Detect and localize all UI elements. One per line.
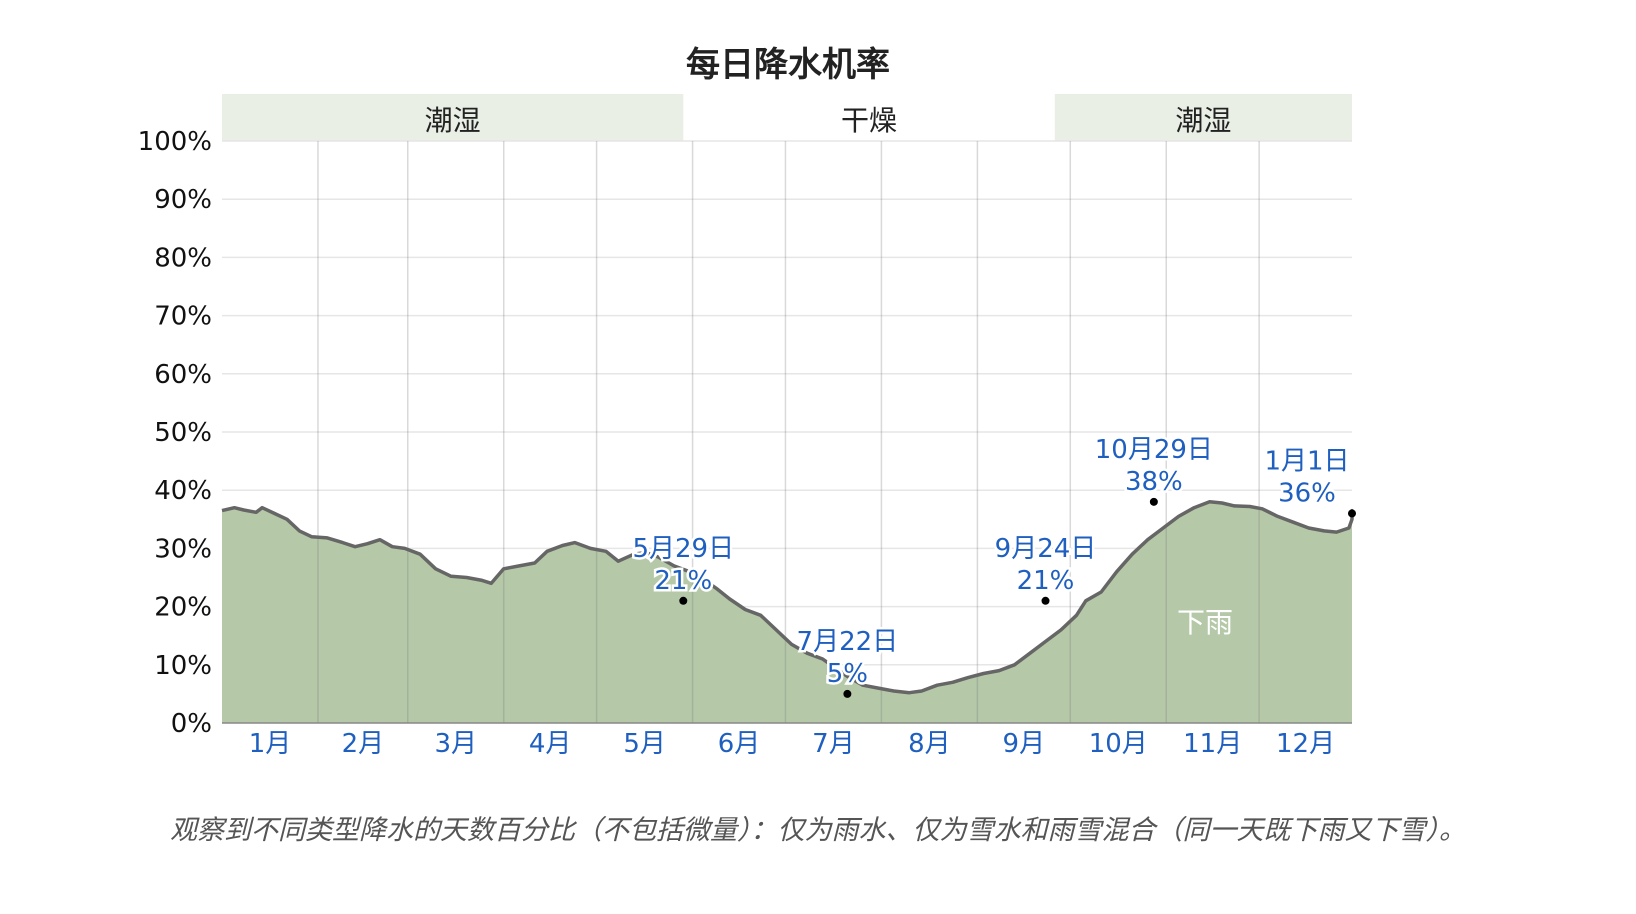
season-label-0: 潮湿: [425, 104, 481, 137]
x-tick-label: 8月: [908, 729, 951, 759]
rain-area: [222, 501, 1352, 723]
season-band-2: [1054, 94, 1352, 141]
season-label-1: 干燥: [841, 104, 897, 137]
chart-title: 每日降水机率: [686, 45, 890, 85]
annotation-dot: [1041, 596, 1050, 605]
y-tick-label: 30%: [154, 534, 212, 564]
y-tick-label: 20%: [154, 593, 212, 623]
annotation-date: 7月22日: [797, 627, 899, 657]
annotation-date: 5月29日: [632, 534, 734, 564]
x-tick-label: 1月: [249, 729, 292, 759]
annotation-value: 38%: [1125, 467, 1183, 497]
y-tick-label: 0%: [171, 709, 212, 739]
annotation-date: 9月24日: [995, 534, 1097, 564]
series-label: 下雨: [1177, 606, 1233, 639]
x-tick-label: 4月: [529, 729, 572, 759]
y-tick-label: 10%: [154, 651, 212, 681]
x-tick-label: 6月: [718, 729, 761, 759]
season-band-0: [222, 94, 684, 141]
annotation-value: 21%: [654, 566, 712, 596]
y-tick-label: 80%: [154, 243, 212, 273]
x-tick-label: 10月: [1089, 729, 1148, 759]
x-tick-label: 3月: [434, 729, 477, 759]
chart-caption: 观察到不同类型降水的天数百分比（不包括微量）：仅为雨水、仅为雪水和雨雪混合（同一…: [170, 815, 1466, 846]
annotation-dot: [843, 689, 852, 698]
y-tick-label: 40%: [154, 476, 212, 506]
annotation-dot: [1348, 509, 1356, 518]
annotation-value: 5%: [827, 659, 868, 689]
y-tick-label: 60%: [154, 360, 212, 390]
x-tick-label: 12月: [1276, 729, 1335, 759]
x-tick-label: 9月: [1003, 729, 1046, 759]
x-tick-label: 11月: [1183, 729, 1242, 759]
season-label-2: 潮湿: [1175, 104, 1231, 137]
y-tick-label: 100%: [138, 127, 212, 157]
annotation-value: 21%: [1017, 566, 1075, 596]
rain-line: [221, 500, 1354, 695]
y-tick-label: 50%: [154, 418, 212, 448]
x-tick-label: 5月: [623, 729, 666, 759]
annotation-value: 36%: [1278, 478, 1336, 508]
x-tick-label: 7月: [812, 729, 855, 759]
annotation-date: 10月29日: [1095, 435, 1213, 465]
y-tick-label: 70%: [154, 302, 212, 332]
annotation-dot: [1149, 497, 1158, 506]
y-tick-label: 90%: [154, 185, 212, 215]
annotation-dot: [679, 596, 688, 605]
annotation-date: 1月1日: [1264, 446, 1349, 476]
x-tick-label: 2月: [342, 729, 385, 759]
